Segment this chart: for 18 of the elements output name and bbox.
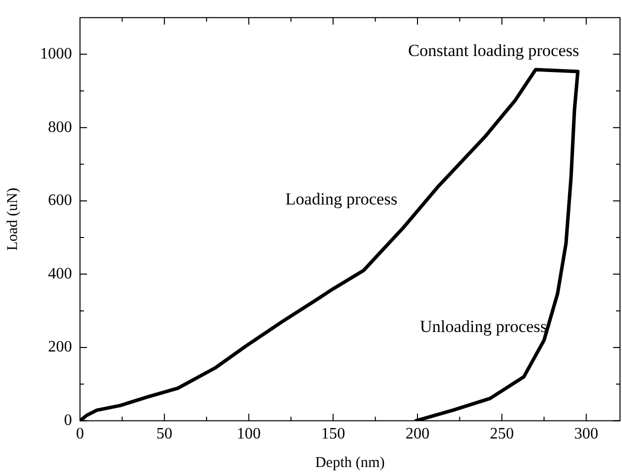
x-tick-label: 300 — [574, 426, 598, 443]
y-axis-title: Load (uN) — [4, 188, 21, 251]
x-tick-label: 100 — [236, 426, 261, 443]
y-tick-label: 400 — [48, 265, 72, 282]
annotation: Loading process — [285, 189, 398, 208]
y-tick-label: 600 — [48, 192, 72, 210]
x-tick-label: 250 — [490, 426, 514, 443]
x-tick-label: 0 — [76, 426, 84, 443]
x-tick-label: 50 — [156, 426, 172, 443]
x-tick-label: 150 — [321, 426, 346, 443]
y-tick-label: 200 — [48, 338, 72, 356]
annotation: Unloading process — [420, 317, 547, 336]
x-axis-title: Depth (nm) — [315, 454, 385, 471]
y-tick-label: 800 — [48, 118, 72, 136]
y-tick-label: 0 — [64, 412, 72, 430]
annotation: Constant loading process — [408, 40, 580, 60]
y-tick-label: 1000 — [40, 45, 72, 62]
x-tick-label: 200 — [406, 426, 430, 443]
